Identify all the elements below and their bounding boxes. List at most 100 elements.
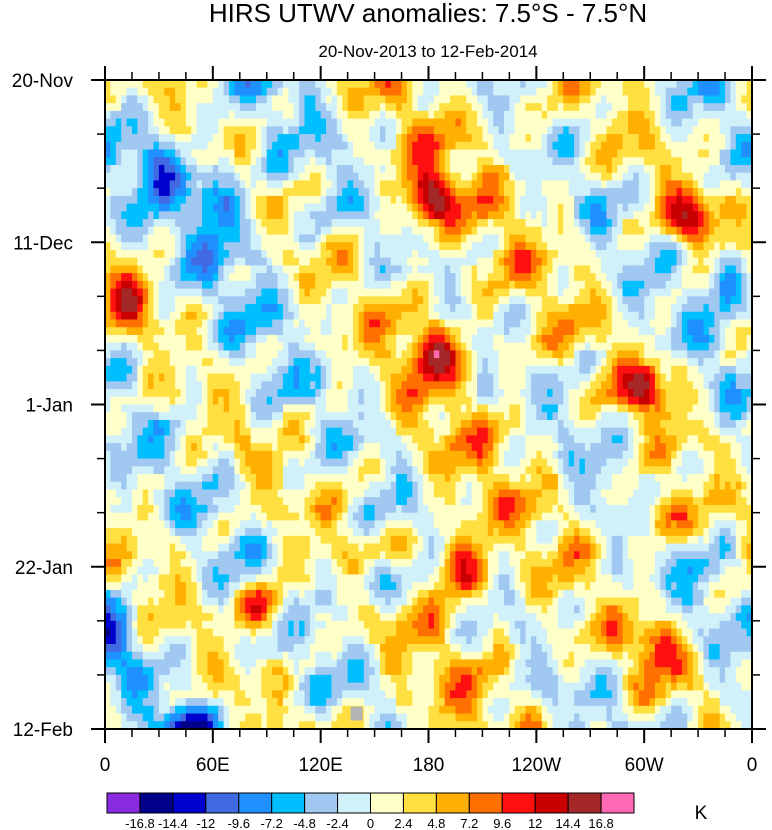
anomaly-cell: [498, 219, 505, 228]
anomaly-cell: [358, 134, 365, 143]
anomaly-cell: [282, 389, 289, 398]
anomaly-cell: [115, 319, 122, 328]
anomaly-cell: [164, 110, 171, 120]
anomaly-cell: [671, 226, 678, 236]
anomaly-cell: [401, 242, 408, 251]
anomaly-cell: [288, 242, 295, 251]
anomaly-cell: [708, 118, 715, 127]
anomaly-cell: [471, 141, 478, 151]
anomaly-cell: [234, 188, 241, 197]
anomaly-cell: [746, 226, 753, 236]
anomaly-cell: [601, 381, 608, 390]
anomaly-cell: [369, 172, 376, 182]
anomaly-cell: [493, 103, 500, 112]
anomaly-cell: [633, 249, 640, 259]
anomaly-cell: [169, 180, 176, 189]
anomaly-cell: [433, 203, 440, 212]
anomaly-cell: [288, 219, 295, 228]
anomaly-cell: [261, 389, 268, 398]
anomaly-cell: [622, 110, 629, 120]
anomaly-cell: [687, 342, 694, 352]
anomaly-cell: [552, 203, 559, 212]
anomaly-cell: [708, 242, 715, 251]
anomaly-cell: [299, 234, 306, 243]
anomaly-cell: [568, 350, 575, 359]
anomaly-cell: [261, 134, 268, 143]
anomaly-cell: [315, 157, 322, 166]
anomaly-cell: [644, 249, 651, 259]
anomaly-cell: [229, 280, 235, 290]
anomaly-cell: [536, 103, 543, 112]
anomaly-cell: [725, 334, 732, 344]
anomaly-cell: [142, 219, 149, 228]
anomaly-cell: [288, 226, 295, 236]
anomaly-cell: [358, 257, 365, 267]
anomaly-cell: [175, 242, 182, 251]
anomaly-cell: [514, 350, 521, 359]
anomaly-cell: [730, 157, 737, 166]
anomaly-cell: [358, 334, 365, 344]
anomaly-cell: [660, 280, 667, 290]
anomaly-cell: [261, 396, 268, 406]
anomaly-cell: [369, 365, 376, 375]
anomaly-cell: [627, 280, 634, 290]
anomaly-cell: [164, 180, 171, 189]
anomaly-cell: [390, 296, 397, 305]
anomaly-cell: [185, 342, 192, 352]
anomaly-cell: [250, 203, 257, 212]
anomaly-cell: [363, 126, 370, 135]
anomaly-cell: [288, 389, 295, 398]
anomaly-cell: [595, 195, 602, 205]
anomaly-cell: [293, 334, 300, 344]
anomaly-cell: [477, 234, 484, 243]
anomaly-cell: [180, 257, 187, 267]
anomaly-cell: [439, 103, 446, 112]
anomaly-cell: [622, 296, 629, 305]
anomaly-cell: [406, 389, 413, 398]
anomaly-cell: [358, 211, 365, 220]
anomaly-cell: [363, 342, 370, 352]
anomaly-cell: [638, 327, 645, 336]
anomaly-cell: [309, 334, 316, 344]
anomaly-cell: [520, 358, 527, 367]
anomaly-cell: [374, 87, 381, 97]
anomaly-cell: [541, 288, 548, 297]
anomaly-cell: [579, 157, 586, 166]
anomaly-cell: [471, 396, 478, 406]
anomaly-cell: [708, 350, 715, 359]
anomaly-cell: [110, 249, 117, 259]
anomaly-cell: [466, 87, 473, 97]
anomaly-cell: [385, 149, 392, 158]
anomaly-cell: [676, 265, 683, 274]
anomaly-cell: [336, 234, 343, 243]
anomaly-cell: [396, 327, 403, 336]
anomaly-cell: [423, 334, 430, 344]
anomaly-cell: [396, 110, 403, 120]
anomaly-cell: [708, 296, 715, 305]
anomaly-cell: [622, 80, 629, 89]
anomaly-cell: [703, 389, 710, 398]
anomaly-cell: [428, 296, 435, 305]
anomaly-cell: [207, 334, 214, 344]
anomaly-cell: [288, 203, 295, 212]
anomaly-cell: [234, 273, 241, 282]
anomaly-cell: [175, 103, 182, 112]
anomaly-cell: [627, 134, 634, 143]
anomaly-cell: [272, 219, 279, 228]
anomaly-cell: [498, 211, 505, 220]
anomaly-cell: [396, 95, 403, 104]
anomaly-cell: [396, 126, 403, 135]
anomaly-cell: [353, 87, 360, 97]
anomaly-cell: [692, 249, 699, 259]
anomaly-cell: [719, 358, 726, 367]
anomaly-cell: [218, 164, 225, 174]
anomaly-cell: [126, 296, 133, 305]
anomaly-cell: [552, 226, 559, 236]
anomaly-cell: [196, 334, 203, 344]
anomaly-cell: [315, 249, 322, 259]
anomaly-cell: [725, 219, 732, 228]
anomaly-cell: [493, 149, 500, 158]
anomaly-cell: [735, 350, 742, 359]
anomaly-cell: [180, 226, 187, 236]
anomaly-cell: [293, 188, 300, 197]
